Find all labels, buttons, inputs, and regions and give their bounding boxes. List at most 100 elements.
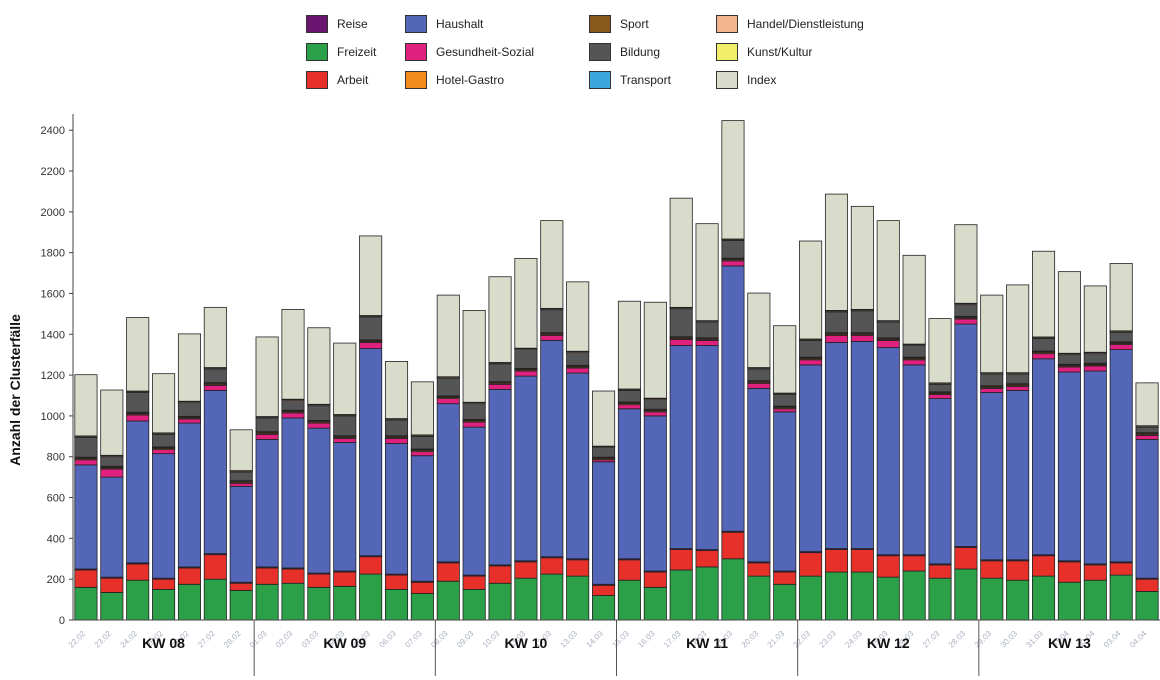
bar-segment-haushalt bbox=[850, 341, 874, 549]
bar-segment-index bbox=[954, 224, 978, 304]
legend-item-haushalt: Haushalt bbox=[405, 14, 483, 34]
bar-segment-haushalt bbox=[100, 476, 124, 578]
bar-segment-arbeit bbox=[359, 556, 383, 575]
bar-segment-arbeit bbox=[488, 565, 512, 584]
bar-segment-arbeit bbox=[74, 569, 98, 588]
y-tick-label: 0 bbox=[59, 615, 65, 627]
bar-segment-arbeit bbox=[177, 567, 201, 585]
legend-swatch bbox=[716, 15, 738, 33]
bar-segment-freizeit bbox=[462, 588, 486, 621]
bar-segment-gesundheit-sozial bbox=[902, 359, 926, 366]
bar-segment-bildung bbox=[74, 436, 98, 458]
legend-label: Sport bbox=[620, 17, 649, 31]
bar-segment-haushalt bbox=[152, 453, 176, 579]
bar-segment-bildung bbox=[747, 368, 771, 382]
bar-segment-gesundheit-sozial bbox=[1057, 366, 1081, 373]
bar-segment-bildung bbox=[359, 316, 383, 341]
x-tick-label: 13.03 bbox=[559, 629, 580, 650]
bar-segment-freizeit bbox=[876, 576, 900, 621]
bar-segment-gesundheit-sozial bbox=[152, 449, 176, 455]
bar-segment-bildung bbox=[928, 383, 952, 393]
bar-segment-gesundheit-sozial bbox=[566, 367, 590, 374]
bar-segment-gesundheit-sozial bbox=[643, 411, 667, 417]
bar-segment-haushalt bbox=[229, 485, 253, 583]
bar-segment-gesundheit-sozial bbox=[617, 404, 641, 410]
bar-segment-index bbox=[824, 193, 849, 311]
bar-segment-haushalt bbox=[902, 364, 926, 556]
bar-segment-freizeit bbox=[436, 580, 460, 621]
y-tick-label: 200 bbox=[47, 574, 65, 586]
bar-segment-index bbox=[928, 318, 952, 384]
bar-segment-bildung bbox=[540, 309, 564, 334]
bar-segment-index bbox=[1057, 271, 1081, 354]
bar-segment-index bbox=[126, 317, 150, 392]
bar-segment-bildung bbox=[1032, 337, 1056, 352]
bar-segment-arbeit bbox=[255, 567, 279, 585]
bar-segment-gesundheit-sozial bbox=[255, 433, 279, 440]
y-tick-label: 2400 bbox=[41, 125, 65, 137]
bar-segment-index bbox=[799, 240, 823, 340]
y-tick-label: 800 bbox=[47, 452, 65, 464]
bar-segment-bildung bbox=[126, 392, 150, 413]
bar-segment-freizeit bbox=[566, 575, 590, 621]
bar-segment-gesundheit-sozial bbox=[799, 359, 823, 366]
bar-segment-freizeit bbox=[747, 575, 771, 621]
y-tick-label: 1000 bbox=[41, 411, 65, 423]
bar-segment-bildung bbox=[850, 310, 874, 334]
y-tick-label: 600 bbox=[47, 493, 65, 505]
x-tick-label: 10.03 bbox=[481, 629, 502, 650]
bar-segment-freizeit bbox=[126, 579, 150, 621]
bar-segment-gesundheit-sozial bbox=[436, 398, 460, 405]
bar-segment-index bbox=[643, 301, 667, 399]
bar-segment-index bbox=[74, 374, 98, 437]
bar-segment-gesundheit-sozial bbox=[488, 383, 512, 390]
x-tick-label: 17.03 bbox=[662, 629, 683, 650]
bar-segment-haushalt bbox=[669, 345, 693, 549]
bar-segment-bildung bbox=[384, 419, 409, 437]
x-tick-label: 27.02 bbox=[196, 629, 217, 650]
x-tick-label: 07.03 bbox=[403, 629, 424, 650]
bar-segment-gesundheit-sozial bbox=[307, 422, 331, 429]
bar-segment-bildung bbox=[643, 399, 667, 410]
bar-segment-haushalt bbox=[1006, 390, 1030, 561]
y-tick-label: 1800 bbox=[41, 248, 65, 260]
bar-segment-freizeit bbox=[954, 568, 978, 621]
bar-segment-freizeit bbox=[74, 586, 98, 621]
bar-segment-haushalt bbox=[1057, 371, 1081, 562]
legend-swatch bbox=[306, 43, 328, 61]
bar-segment-gesundheit-sozial bbox=[281, 412, 305, 419]
x-tick-label: 24.02 bbox=[119, 629, 140, 650]
bar-segment-haushalt bbox=[592, 461, 616, 585]
bar-segment-gesundheit-sozial bbox=[1083, 365, 1107, 372]
bar-segment-freizeit bbox=[902, 570, 926, 621]
bar-segment-freizeit bbox=[773, 583, 797, 621]
bar-segment-haushalt bbox=[1083, 370, 1107, 565]
bar-segment-arbeit bbox=[824, 549, 849, 573]
bar-segment-index bbox=[359, 235, 383, 316]
bar-segment-index bbox=[773, 325, 797, 394]
bar-segment-freizeit bbox=[203, 578, 227, 621]
bar-segment-bildung bbox=[100, 456, 124, 467]
bar-segment-index bbox=[307, 327, 331, 405]
bar-segment-arbeit bbox=[436, 562, 460, 582]
week-label: KW 09 bbox=[323, 635, 366, 651]
week-label: KW 12 bbox=[867, 635, 910, 651]
legend-item-gesundheit-sozial: Gesundheit-Sozial bbox=[405, 42, 534, 62]
bar-segment-gesundheit-sozial bbox=[747, 382, 771, 389]
bar-segment-arbeit bbox=[1057, 561, 1081, 583]
bar-segment-arbeit bbox=[384, 574, 409, 590]
bar-segment-gesundheit-sozial bbox=[540, 334, 564, 341]
bar-segment-haushalt bbox=[980, 392, 1004, 561]
y-tick-label: 2200 bbox=[41, 166, 65, 178]
bar-segment-index bbox=[876, 220, 900, 322]
x-tick-label: 15.03 bbox=[610, 629, 631, 650]
bar-segment-index bbox=[566, 281, 590, 352]
bar-segment-arbeit bbox=[307, 573, 331, 588]
bar-segment-haushalt bbox=[540, 340, 564, 558]
bar-segment-haushalt bbox=[410, 455, 434, 582]
bar-segment-bildung bbox=[333, 415, 357, 437]
legend-item-sport: Sport bbox=[589, 14, 649, 34]
bar-segment-freizeit bbox=[152, 588, 176, 621]
bar-segment-arbeit bbox=[566, 559, 590, 577]
